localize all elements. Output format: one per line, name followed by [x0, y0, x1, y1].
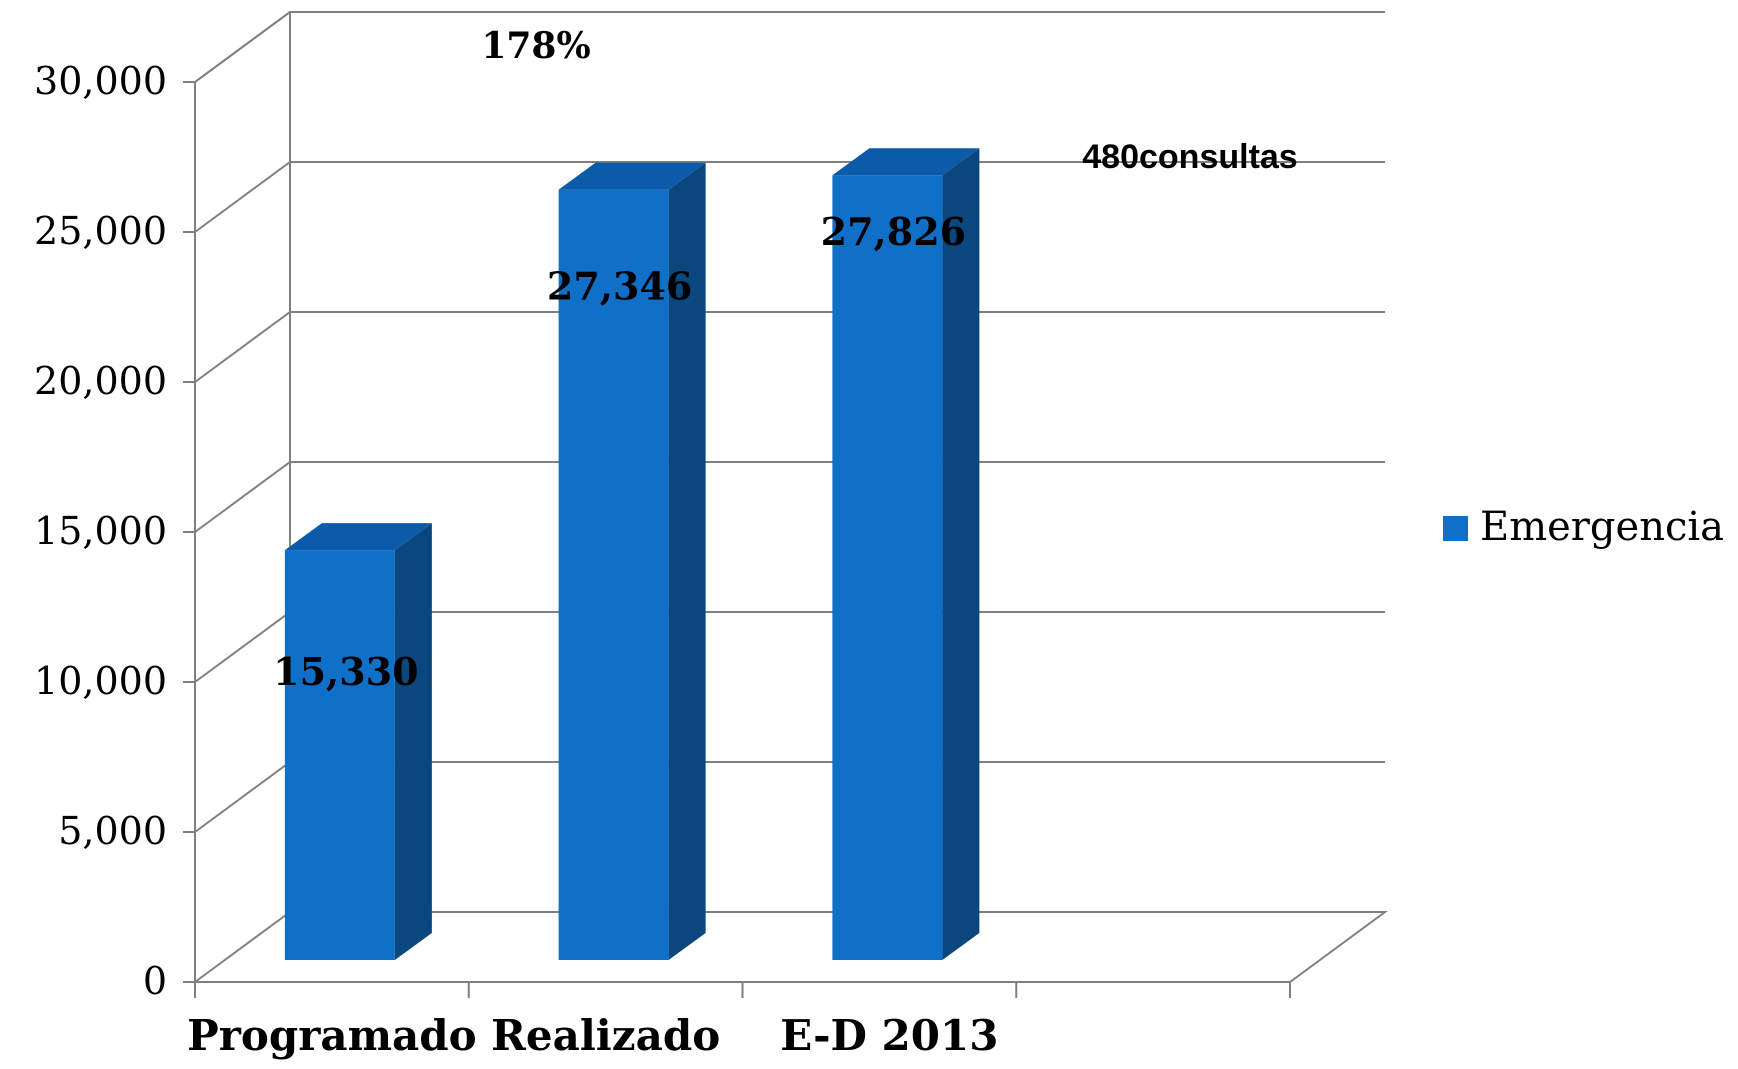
bars: [284, 148, 980, 961]
y-tick-label: 15,000: [34, 509, 167, 553]
legend-label-emergencia: Emergencia: [1480, 504, 1724, 550]
bar: [832, 148, 980, 961]
y-tick-label: 5,000: [58, 809, 167, 853]
legend: Emergencia: [1443, 504, 1724, 550]
data-label: 27,346: [547, 264, 692, 309]
y-tick-label: 20,000: [34, 359, 167, 403]
gridline: [194, 161, 1385, 233]
gridline: [194, 311, 1385, 383]
y-tick-labels: 0 5,000 10,000 15,000 20,000 25,000 30,000: [34, 59, 167, 1003]
x-category-label: Programado: [187, 1011, 476, 1060]
x-tick-labels: Programado Realizado E-D 2013: [187, 1011, 998, 1060]
data-labels: 15,330 27,346 27,826: [273, 209, 966, 694]
axes: [183, 81, 1291, 998]
gridline: [194, 11, 1385, 83]
gridline: [194, 461, 1385, 533]
bar-front: [832, 175, 943, 961]
bar-side: [394, 523, 432, 960]
bar-side: [942, 148, 980, 961]
y-tick-label: 0: [143, 959, 167, 1003]
data-label: 27,826: [821, 209, 966, 254]
legend-swatch-emergencia: [1443, 516, 1468, 541]
data-label: 15,330: [273, 649, 418, 694]
bar-front: [558, 189, 669, 960]
consultas-annotation: 480consultas: [1082, 138, 1297, 176]
y-tick-label: 25,000: [34, 209, 167, 253]
x-category-label: Realizado: [491, 1011, 720, 1060]
x-category-label: E-D 2013: [780, 1011, 998, 1060]
bar-top: [284, 523, 432, 551]
bar: [284, 523, 432, 960]
bar-front: [284, 550, 395, 960]
y-tick-label: 10,000: [34, 659, 167, 703]
bar-side: [668, 162, 706, 960]
bar: [558, 162, 706, 960]
y-tick-label: 30,000: [34, 59, 167, 103]
bar-top: [558, 162, 706, 190]
bar-top: [832, 148, 980, 176]
percent-annotation: 178%: [481, 25, 590, 67]
